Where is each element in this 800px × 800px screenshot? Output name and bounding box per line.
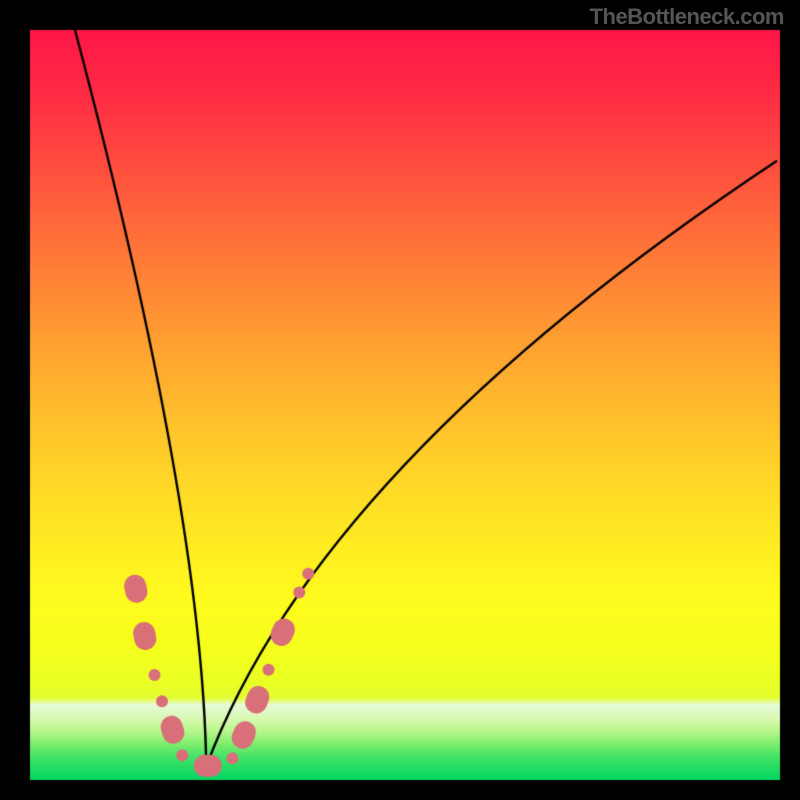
watermark-label: TheBottleneck.com — [590, 4, 784, 30]
bottleneck-curve-chart — [0, 0, 800, 800]
chart-stage: TheBottleneck.com — [0, 0, 800, 800]
